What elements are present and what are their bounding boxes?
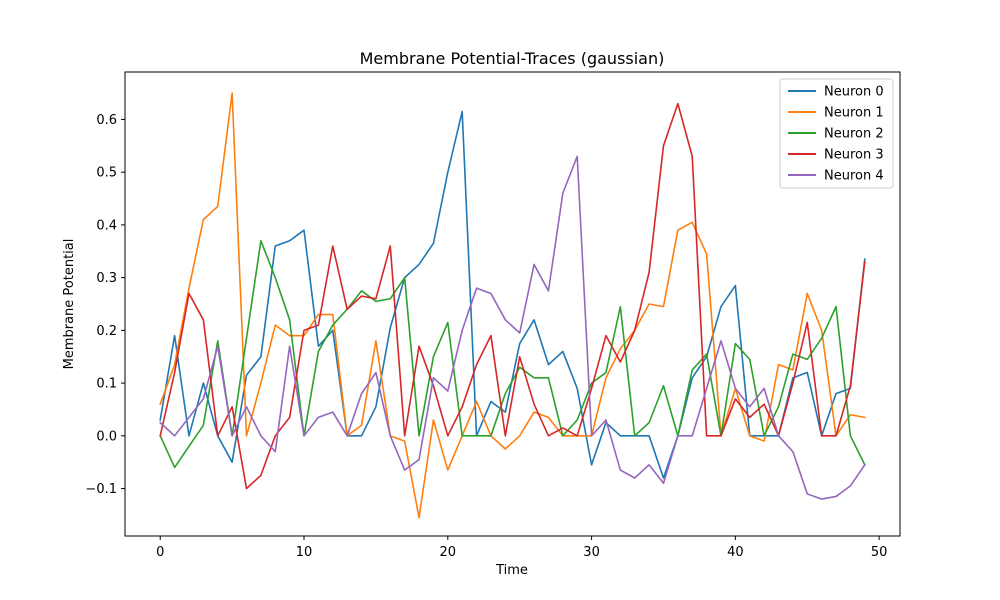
x-tick-label: 0 bbox=[156, 545, 164, 560]
plot-frame bbox=[124, 71, 901, 537]
y-tick-label: 0.0 bbox=[96, 429, 117, 444]
y-tick-label: 0.1 bbox=[96, 377, 117, 392]
x-tick-label: 30 bbox=[583, 545, 600, 560]
y-tick-label: 0.3 bbox=[96, 271, 117, 286]
legend: Neuron 0 Neuron 1 Neuron 2 Neuron 3 Neuron 4 bbox=[779, 78, 894, 189]
x-tick-label: 40 bbox=[727, 545, 744, 560]
x-tick-label: 20 bbox=[440, 545, 457, 560]
series-line-neuron-2 bbox=[159, 239, 866, 469]
x-tick-label: 50 bbox=[871, 545, 888, 560]
x-axis-ticks: 0 10 20 30 40 50 bbox=[156, 536, 887, 560]
y-tick-label: 0.6 bbox=[96, 113, 117, 128]
legend-box bbox=[779, 78, 894, 189]
chart-title: Membrane Potential-Traces (gaussian) bbox=[360, 49, 665, 68]
legend-label: Neuron 4 bbox=[824, 169, 884, 184]
series-line-neuron-4 bbox=[159, 155, 866, 500]
y-tick-label: 0.2 bbox=[96, 324, 117, 339]
series-line-neuron-0 bbox=[159, 110, 866, 479]
y-tick-label: 0.5 bbox=[96, 166, 117, 181]
x-axis-label: Time bbox=[495, 563, 528, 578]
series-line-neuron-1 bbox=[159, 92, 866, 519]
y-axis-label: Membrane Potential bbox=[62, 239, 77, 370]
legend-label: Neuron 1 bbox=[824, 106, 884, 121]
y-axis-ticks: −0.1 0.0 0.1 0.2 0.3 0.4 0.5 0.6 bbox=[85, 113, 125, 497]
x-tick-label: 10 bbox=[296, 545, 313, 560]
legend-label: Neuron 3 bbox=[824, 148, 884, 163]
y-tick-label: −0.1 bbox=[85, 482, 117, 497]
legend-label: Neuron 0 bbox=[824, 85, 884, 100]
y-tick-label: 0.4 bbox=[96, 218, 117, 233]
legend-label: Neuron 2 bbox=[824, 127, 884, 142]
series-lines bbox=[159, 92, 866, 519]
